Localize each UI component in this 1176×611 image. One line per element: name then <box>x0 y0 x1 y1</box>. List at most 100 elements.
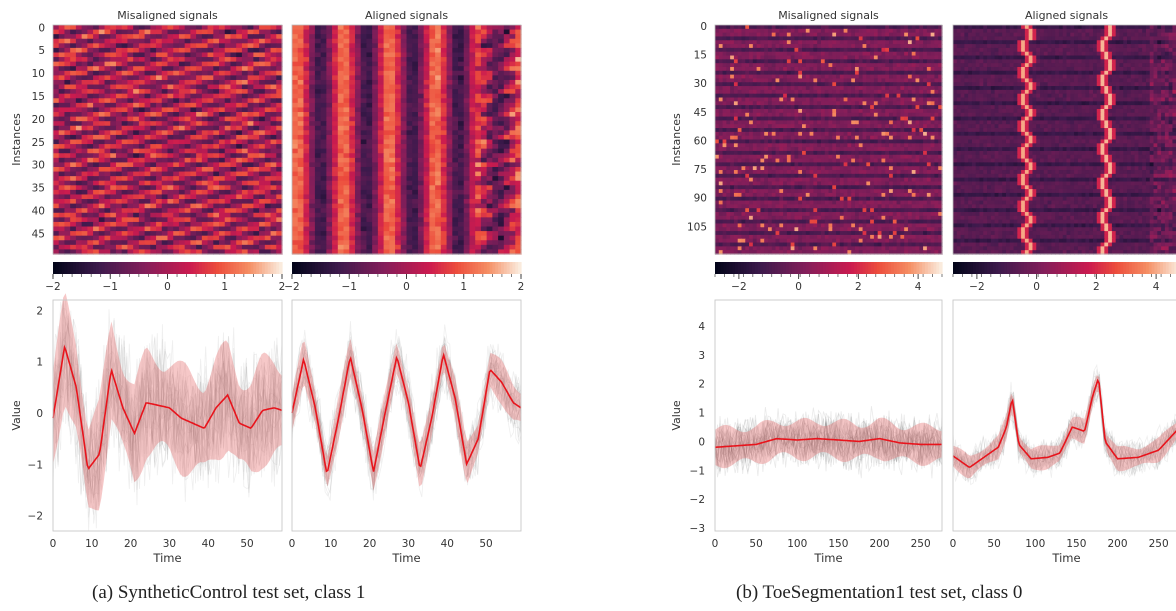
heatmap-cell <box>389 217 396 223</box>
heatmap-cell <box>919 55 924 60</box>
heatmap-cell <box>127 144 134 150</box>
heatmap-cell <box>779 25 784 30</box>
heatmap-cell <box>167 66 174 72</box>
heatmap-cell <box>98 144 106 150</box>
heatmap-cell <box>184 34 191 40</box>
heatmap-cell <box>412 57 419 63</box>
heatmap-cell <box>156 93 163 99</box>
heatmap-cell <box>900 70 905 76</box>
heatmap-cell <box>452 61 459 67</box>
heatmap-cell <box>492 171 499 177</box>
heatmap-cell <box>486 153 493 159</box>
heatmap-cell <box>515 203 522 209</box>
heatmap-cell <box>503 130 511 136</box>
heatmap-cell <box>480 134 488 141</box>
heatmap-cell <box>241 235 249 241</box>
heatmap-cell <box>919 66 924 72</box>
heatmap-cell <box>201 79 209 86</box>
heatmap-cell <box>515 47 522 54</box>
heatmap-cell <box>247 203 254 209</box>
heatmap-cell <box>104 231 111 237</box>
heatmap-cell <box>133 217 140 223</box>
heatmap-cell <box>184 153 191 159</box>
heatmap-cell <box>498 235 505 241</box>
heatmap-cell <box>58 61 66 67</box>
heatmap-cell <box>167 221 174 228</box>
heatmap-cell <box>230 217 237 223</box>
heatmap-cell <box>839 40 845 45</box>
heatmap-cell <box>469 116 476 122</box>
heatmap-cell <box>70 180 77 186</box>
heatmap-cell <box>395 176 402 182</box>
heatmap-cell <box>372 47 379 54</box>
heatmap-cell <box>741 55 746 60</box>
heatmap-cell <box>907 32 913 38</box>
heatmap-cell <box>395 38 402 44</box>
heatmap-cell <box>515 240 522 246</box>
heatmap-cell <box>144 38 151 44</box>
heatmap-cell <box>156 240 163 246</box>
heatmap-cell <box>435 221 442 228</box>
heatmap-cell <box>58 89 66 95</box>
heatmap-cell <box>851 82 856 87</box>
heatmap-cell <box>458 235 465 241</box>
heatmap-cell <box>241 162 249 168</box>
heatmap-cell <box>820 74 826 80</box>
heatmap-cell <box>201 212 209 218</box>
heatmap-cell <box>877 78 883 83</box>
heatmap-cell <box>93 107 100 113</box>
heatmap-cell <box>492 125 499 131</box>
heatmap-cell <box>767 86 773 91</box>
heatmap-cell <box>53 112 60 118</box>
heatmap-cell <box>326 194 333 200</box>
heatmap-cell <box>297 208 305 214</box>
heatmap-cell <box>377 134 385 141</box>
heatmap-cell <box>907 66 913 72</box>
heatmap-cell <box>509 66 516 72</box>
heatmap-cell <box>75 194 83 200</box>
heatmap-cell <box>847 25 852 30</box>
heatmap-cell <box>406 162 413 168</box>
heatmap-cell <box>741 74 746 80</box>
heatmap-cell <box>184 98 191 104</box>
heatmap-cell <box>463 29 471 35</box>
heatmap-cell <box>75 221 83 228</box>
heatmap-cell <box>400 144 408 150</box>
heatmap-cell <box>832 82 837 87</box>
heatmap-cell <box>400 84 408 90</box>
heatmap-cell <box>343 166 350 173</box>
heatmap-cell <box>337 148 345 154</box>
heatmap-cell <box>839 47 845 53</box>
heatmap-cell <box>167 240 174 246</box>
heatmap-cell <box>938 40 943 45</box>
heatmap-cell <box>309 102 316 109</box>
heatmap-cell <box>406 157 413 163</box>
heatmap-cell <box>167 194 174 200</box>
heatmap-cell <box>463 194 471 200</box>
heatmap-cell <box>372 249 379 255</box>
heatmap-cell <box>400 235 408 241</box>
heatmap-cell <box>332 171 339 177</box>
heatmap-cell <box>354 43 362 49</box>
heatmap-cell <box>486 244 493 251</box>
heatmap-cell <box>320 130 327 136</box>
heatmap-cell <box>292 61 299 67</box>
heatmap-cell <box>722 70 727 76</box>
heatmap-cell <box>224 107 232 113</box>
heatmap-cell <box>395 107 402 113</box>
heatmap-cell <box>923 59 928 64</box>
heatmap-cell <box>314 98 322 104</box>
heatmap-cell <box>190 116 197 122</box>
heatmap-cell <box>722 47 727 53</box>
heatmap-cell <box>98 93 106 99</box>
heatmap-cell <box>452 171 459 177</box>
heatmap-cell <box>196 134 203 141</box>
heatmap-cell <box>377 116 385 122</box>
heatmap-cell <box>509 203 516 209</box>
heatmap-cell <box>435 25 442 31</box>
heatmap-cell <box>64 240 71 246</box>
heatmap-cell <box>354 89 362 95</box>
heatmap-cell <box>138 79 146 86</box>
heatmap-cell <box>440 217 448 223</box>
heatmap-cell <box>264 121 272 127</box>
